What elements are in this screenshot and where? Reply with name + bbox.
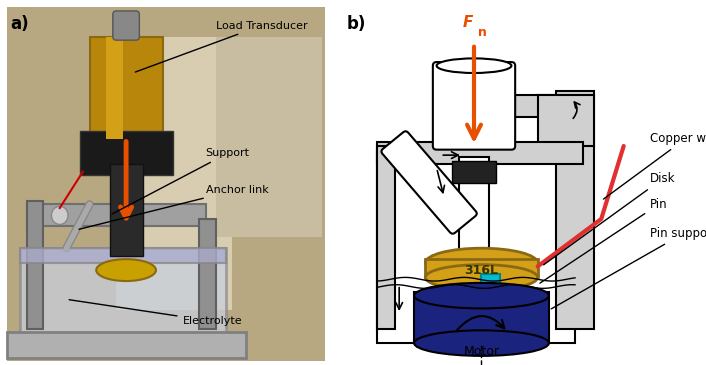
- Circle shape: [52, 206, 68, 224]
- FancyBboxPatch shape: [27, 204, 205, 226]
- Text: Electrolyte: Electrolyte: [69, 300, 242, 326]
- FancyBboxPatch shape: [6, 332, 246, 358]
- Text: Pin: Pin: [540, 198, 667, 283]
- FancyBboxPatch shape: [20, 248, 226, 347]
- FancyBboxPatch shape: [556, 91, 594, 328]
- Ellipse shape: [414, 283, 549, 308]
- FancyBboxPatch shape: [116, 36, 232, 310]
- FancyBboxPatch shape: [377, 142, 582, 164]
- Text: Pin support: Pin support: [551, 227, 706, 309]
- FancyBboxPatch shape: [80, 131, 172, 175]
- FancyBboxPatch shape: [508, 95, 556, 117]
- Circle shape: [405, 146, 424, 164]
- FancyBboxPatch shape: [452, 161, 496, 182]
- Text: Anchor link: Anchor link: [79, 185, 268, 229]
- Ellipse shape: [436, 58, 511, 73]
- FancyBboxPatch shape: [381, 131, 477, 234]
- Text: a): a): [10, 15, 28, 32]
- FancyBboxPatch shape: [113, 11, 139, 40]
- FancyBboxPatch shape: [538, 95, 594, 146]
- Text: Copper wire: Copper wire: [604, 132, 706, 199]
- FancyBboxPatch shape: [459, 157, 489, 274]
- Ellipse shape: [96, 259, 156, 281]
- Text: 316L: 316L: [465, 264, 498, 277]
- FancyBboxPatch shape: [20, 248, 226, 263]
- Text: b): b): [347, 15, 366, 32]
- FancyBboxPatch shape: [425, 259, 538, 277]
- FancyBboxPatch shape: [90, 36, 162, 139]
- Text: n: n: [478, 26, 486, 39]
- FancyBboxPatch shape: [109, 164, 143, 256]
- FancyBboxPatch shape: [6, 7, 325, 361]
- Text: Motor: Motor: [464, 345, 499, 358]
- Text: Support: Support: [112, 148, 250, 214]
- FancyBboxPatch shape: [377, 146, 395, 328]
- Text: F: F: [463, 15, 473, 30]
- FancyBboxPatch shape: [199, 219, 216, 328]
- FancyBboxPatch shape: [216, 36, 322, 237]
- FancyBboxPatch shape: [6, 7, 325, 361]
- FancyBboxPatch shape: [481, 274, 500, 303]
- FancyBboxPatch shape: [414, 292, 549, 343]
- Ellipse shape: [425, 248, 538, 277]
- Text: Disk: Disk: [544, 172, 676, 265]
- Text: Load Transducer: Load Transducer: [136, 20, 307, 72]
- Ellipse shape: [425, 265, 538, 290]
- FancyBboxPatch shape: [433, 62, 515, 150]
- Ellipse shape: [414, 330, 549, 356]
- FancyBboxPatch shape: [27, 201, 43, 328]
- FancyBboxPatch shape: [106, 36, 123, 139]
